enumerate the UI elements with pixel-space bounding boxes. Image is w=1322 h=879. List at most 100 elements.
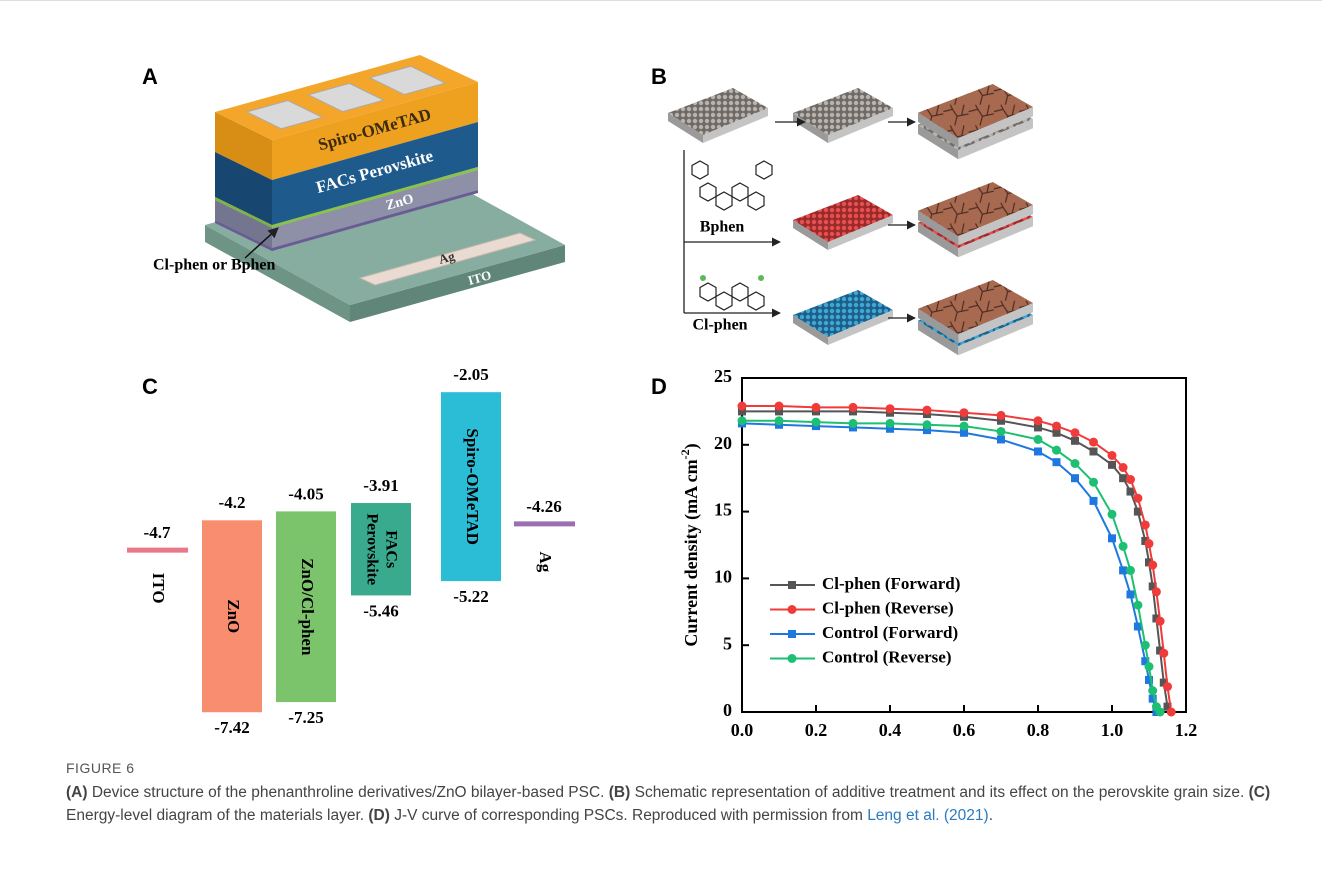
data-point <box>812 403 821 412</box>
data-point <box>960 408 969 417</box>
decoration <box>748 192 764 210</box>
legend: Cl-phen (Forward)Cl-phen (Reverse)Contro… <box>770 574 960 667</box>
energy-value: -4.05 <box>288 484 323 503</box>
data-point <box>1148 561 1157 570</box>
data-point <box>1089 438 1098 447</box>
legend-marker <box>788 605 797 614</box>
page: A Spiro-OMeTAD FACs Perovskite ZnO Ag IT… <box>0 0 1322 879</box>
data-point <box>1071 459 1080 468</box>
x-tick-label: 1.0 <box>1101 720 1124 740</box>
caption-part: J-V curve of corresponding PSCs. Reprodu… <box>390 807 867 824</box>
y-tick-label: 0 <box>723 700 732 720</box>
caption-part: . <box>989 807 993 824</box>
data-point <box>1167 708 1176 717</box>
data-point <box>1108 451 1117 460</box>
y-tick-label: 5 <box>723 633 732 653</box>
y-axis-title-end: ) <box>681 443 702 449</box>
energy-value: -7.42 <box>214 718 249 737</box>
data-point <box>1141 641 1150 650</box>
y-tick-label: 20 <box>714 433 732 453</box>
energy-value: -7.25 <box>288 708 323 727</box>
x-tick-label: 0.4 <box>879 720 902 740</box>
panel-d: D Current density (mA cm-2) 0.0 0.2 0.4 0.6… <box>651 366 1197 740</box>
decoration <box>700 283 716 301</box>
data-point <box>1126 475 1135 484</box>
data-point <box>1108 461 1116 469</box>
x-tick-label: 1.2 <box>1175 720 1198 740</box>
x-tick-label: 0.6 <box>953 720 976 740</box>
data-point <box>1119 542 1128 551</box>
data-point <box>923 406 932 415</box>
data-point <box>849 419 858 428</box>
y-tick-label: 25 <box>714 366 732 386</box>
data-point <box>1089 478 1098 487</box>
data-point <box>849 403 858 412</box>
x-tick-label: 0.0 <box>731 720 754 740</box>
data-point <box>1163 682 1172 691</box>
data-point <box>1034 447 1042 455</box>
data-point <box>997 427 1006 436</box>
data-point <box>1108 510 1117 519</box>
data-point <box>1071 428 1080 437</box>
caption-part: Device structure of the phenanthroline d… <box>88 784 609 801</box>
data-point <box>1141 520 1150 529</box>
data-point <box>1071 474 1079 482</box>
energy-value: -5.22 <box>453 587 488 606</box>
panel-letter: B <box>651 64 667 89</box>
data-point <box>1145 539 1154 548</box>
data-point <box>1127 590 1135 598</box>
caption-part: (C) <box>1249 784 1271 801</box>
panel-letter: A <box>142 64 158 89</box>
layer-name: ITO <box>149 573 168 604</box>
data-point <box>738 402 747 411</box>
y-axis-title: Current density (mA cm-2) <box>678 443 702 646</box>
caption-part: (B) <box>609 784 631 801</box>
caption-part: Energy-level diagram of the materials la… <box>66 807 368 824</box>
data-point <box>1145 662 1154 671</box>
data-point <box>960 422 969 431</box>
data-point <box>1126 566 1135 575</box>
y-axis-title-sup: -2 <box>678 449 692 459</box>
figure: A Spiro-OMeTAD FACs Perovskite ZnO Ag IT… <box>0 0 1322 750</box>
decoration <box>748 292 764 310</box>
data-point <box>923 420 932 429</box>
y-tick-label: 10 <box>714 567 732 587</box>
layer-name: FACs <box>382 530 399 568</box>
data-point <box>1071 437 1079 445</box>
panel-letter: D <box>651 374 667 399</box>
panel-letter: C <box>142 374 158 399</box>
y-axis-title-text: Current density (mA cm <box>681 459 702 646</box>
panel-a: A Spiro-OMeTAD FACs Perovskite ZnO Ag IT… <box>142 55 565 322</box>
data-point <box>1159 649 1168 658</box>
decoration <box>793 290 893 345</box>
series-line <box>742 423 1156 712</box>
data-point <box>812 418 821 427</box>
data-point <box>1053 458 1061 466</box>
decoration <box>732 183 748 201</box>
data-point <box>775 402 784 411</box>
additive-label: Cl-phen <box>692 317 747 334</box>
decoration <box>716 292 732 310</box>
x-tick-label: 0.2 <box>805 720 828 740</box>
energy-value: -4.26 <box>526 497 561 516</box>
caption-part: Schematic representation of additive tre… <box>630 784 1248 801</box>
data-point <box>1152 587 1161 596</box>
energy-value: -4.7 <box>144 523 171 542</box>
data-point <box>886 404 895 413</box>
data-point <box>886 419 895 428</box>
caption-label: FIGURE 6 <box>66 760 135 776</box>
data-point <box>1090 497 1098 505</box>
citation-link[interactable]: Leng et al. (2021) <box>867 807 989 824</box>
legend-label: Control (Reverse) <box>822 647 952 666</box>
data-point <box>775 416 784 425</box>
decoration <box>692 161 708 179</box>
legend-marker <box>788 630 796 638</box>
data-point <box>1133 494 1142 503</box>
panel-c: C -4.7ITO-4.2-7.42ZnO-4.05-7.25ZnO/Cl-ph… <box>127 365 575 737</box>
decoration <box>668 88 768 143</box>
caption-text: (A) Device structure of the phenanthroli… <box>66 781 1306 827</box>
decoration <box>756 161 772 179</box>
decoration <box>758 275 764 281</box>
series-line <box>742 406 1171 712</box>
decoration <box>732 283 748 301</box>
